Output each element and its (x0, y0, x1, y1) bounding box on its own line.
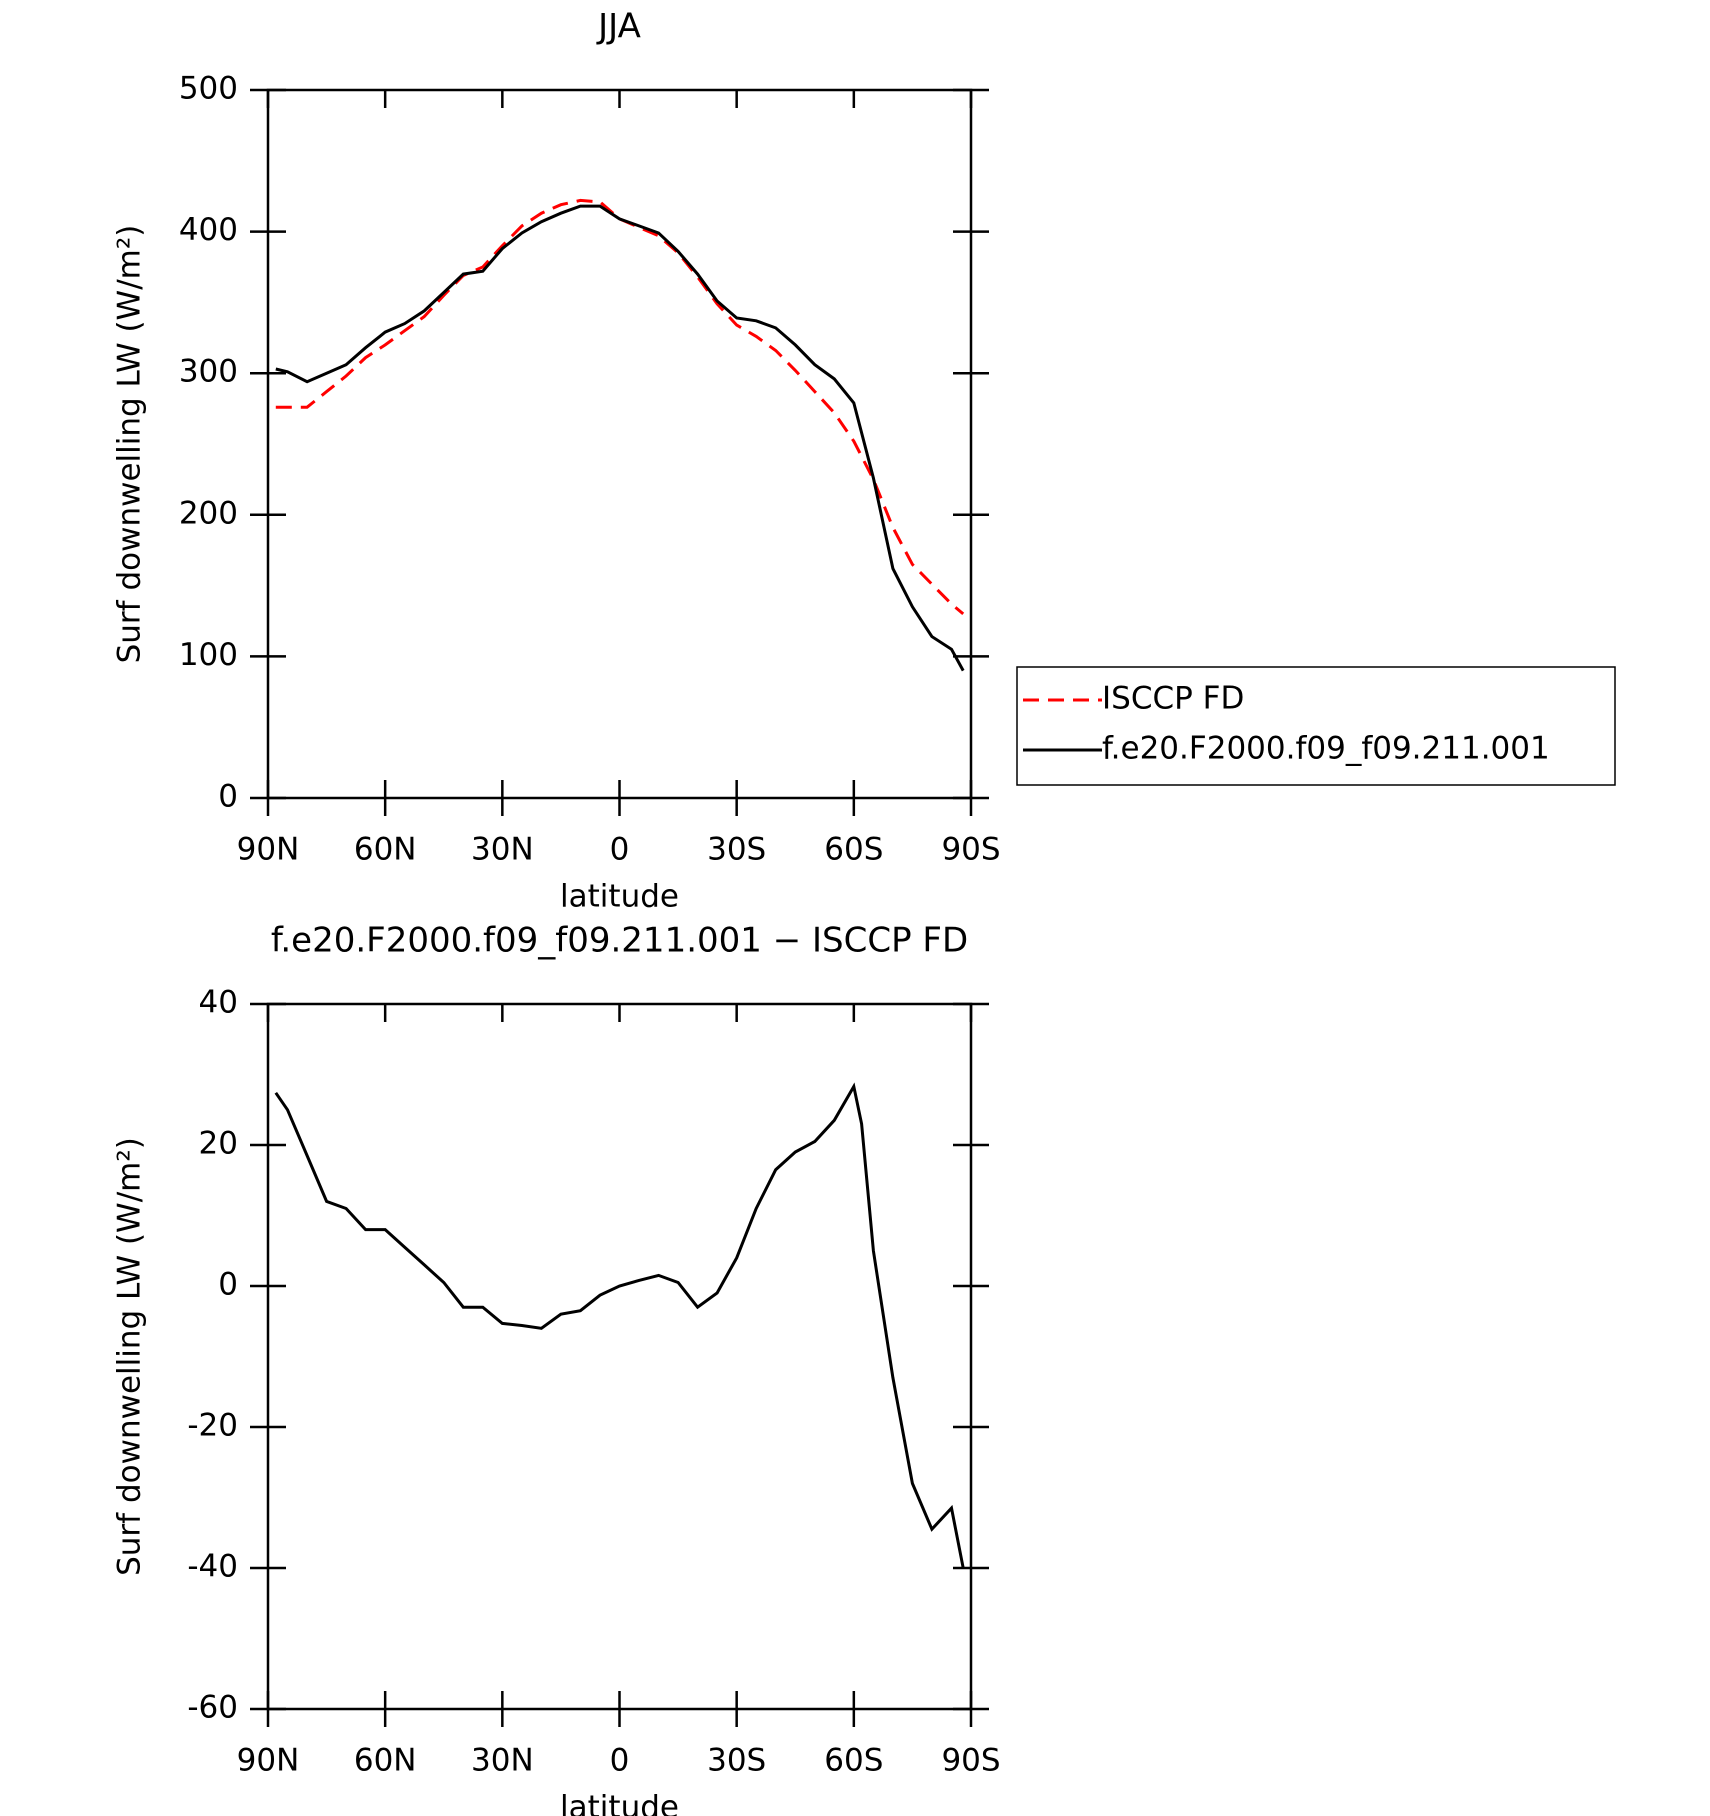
y-tick-label: 200 (179, 495, 238, 531)
x-tick-label: 90N (237, 1743, 300, 1779)
y-tick-label: 0 (218, 779, 238, 815)
plot-frame (266, 1002, 973, 1711)
y-tick-label: 400 (179, 212, 238, 248)
legend-label: f.e20.F2000.f09_f09.211.001 (1102, 731, 1550, 767)
y-axis-label: Surf downwelling LW (W/m²) (112, 1137, 148, 1576)
x-tick-label: 30N (471, 1743, 534, 1779)
data-line (275, 198, 965, 616)
x-tick-label: 0 (610, 1743, 630, 1779)
y-tick-label: 40 (199, 985, 238, 1021)
x-tick-label: 30N (471, 832, 534, 868)
x-tick-label: 30S (707, 832, 766, 868)
data-line (274, 1082, 965, 1569)
chart-title: f.e20.F2000.f09_f09.211.001 − ISCCP FD (271, 921, 968, 961)
y-axis-label: Surf downwelling LW (W/m²) (112, 225, 148, 664)
chart-title: JJA (596, 7, 641, 47)
y-tick-label: 0 (218, 1267, 238, 1303)
x-axis-label: latitude (560, 879, 679, 915)
legend-box (1016, 666, 1616, 786)
y-tick-label: 300 (179, 354, 238, 390)
x-axis-label: latitude (560, 1790, 679, 1816)
y-tick-label: -20 (187, 1408, 238, 1444)
y-tick-label: 500 (179, 71, 238, 107)
x-tick-label: 60N (354, 1743, 417, 1779)
x-tick-label: 60S (824, 1743, 883, 1779)
x-tick-label: 90N (237, 832, 300, 868)
x-tick-label: 60N (354, 832, 417, 868)
y-tick-label: 100 (179, 637, 238, 673)
data-line (275, 204, 965, 672)
legend-label: ISCCP FD (1102, 681, 1244, 717)
y-tick-label: -40 (187, 1549, 238, 1585)
x-tick-label: 30S (707, 1743, 766, 1779)
x-tick-label: 90S (941, 1743, 1000, 1779)
y-tick-label: -60 (187, 1690, 238, 1726)
x-tick-label: 60S (824, 832, 883, 868)
y-tick-label: 20 (199, 1126, 238, 1162)
x-tick-label: 0 (610, 832, 630, 868)
x-tick-label: 90S (941, 832, 1000, 868)
